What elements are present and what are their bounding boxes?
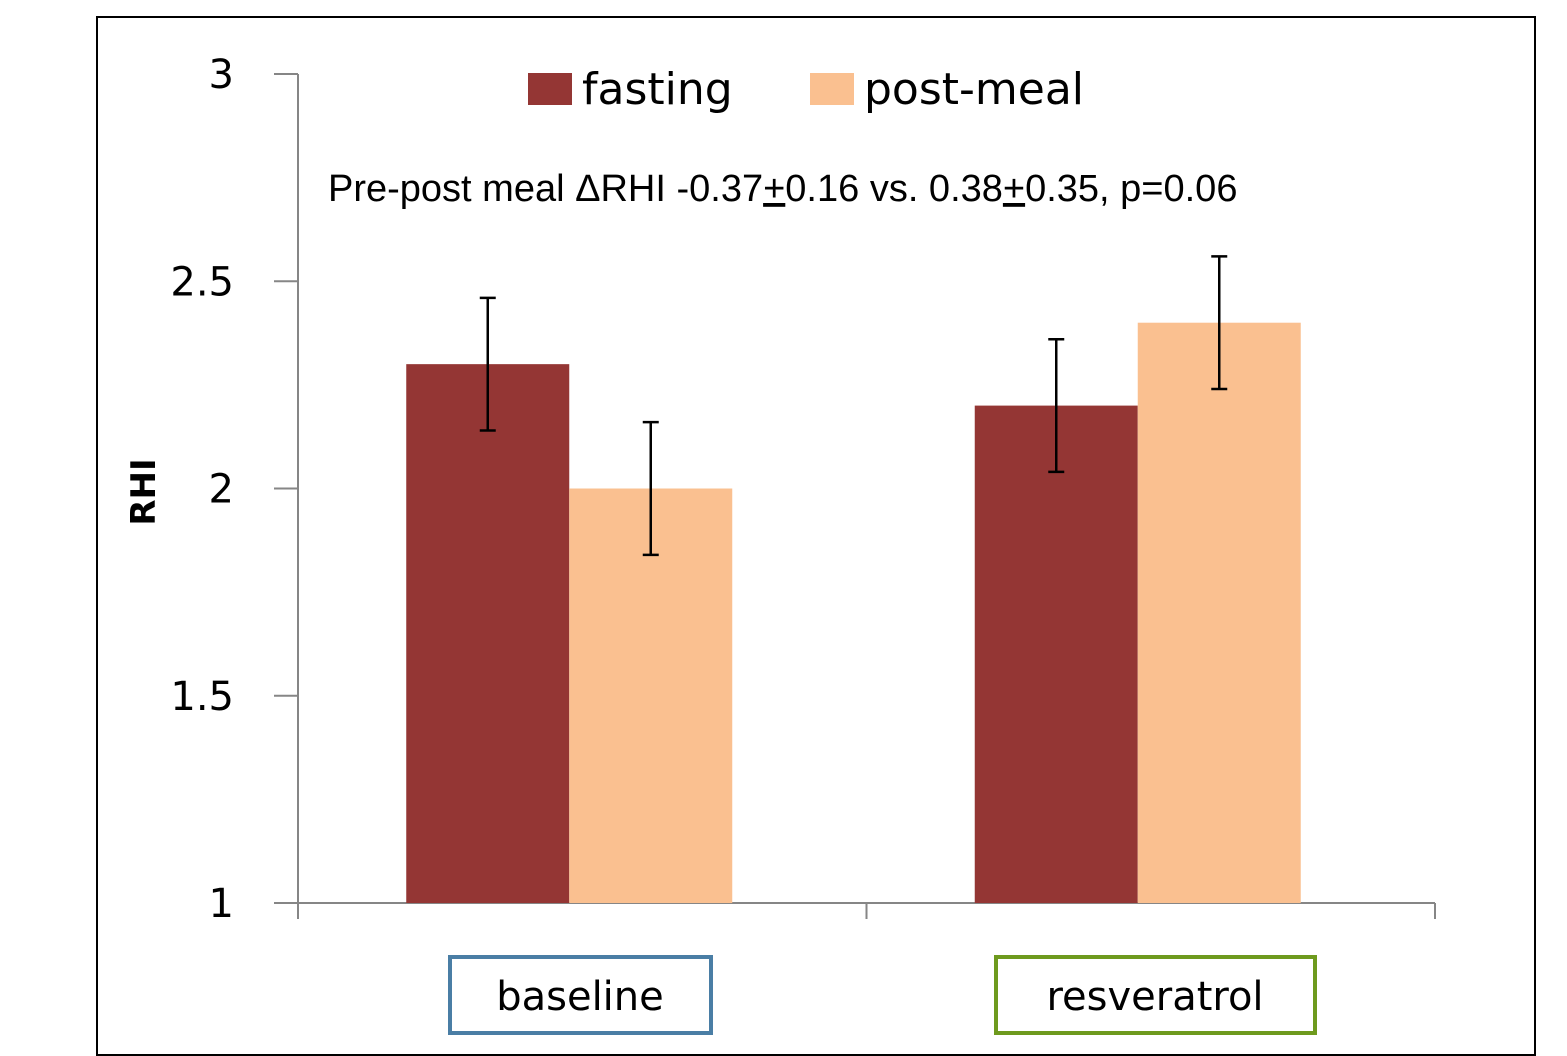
y-tick-label: 1 xyxy=(209,881,234,927)
annotation-plus-minus-1: + xyxy=(763,168,785,210)
y-tick-label: 1.5 xyxy=(170,674,234,720)
delta-rhi-annotation: Pre-post meal ΔRHI -0.37+0.16 vs. 0.38+0… xyxy=(328,168,1237,210)
legend-label-post-meal: post-meal xyxy=(864,64,1084,115)
legend-label-fasting: fasting xyxy=(582,64,733,115)
annotation-mid: 0.16 vs. 0.38 xyxy=(785,168,1003,210)
error-bars xyxy=(479,255,1228,557)
y-tick-label: 3 xyxy=(209,52,234,98)
category-label-resveratrol: resveratrol xyxy=(1046,974,1263,1020)
legend-swatch-fasting xyxy=(528,73,572,105)
bar-fasting-baseline xyxy=(406,364,570,903)
category-label-baseline: baseline xyxy=(496,974,664,1020)
bar-post-meal-resveratrol xyxy=(1137,322,1301,903)
legend: fasting post-meal xyxy=(528,64,1084,115)
y-axis-label: RHI xyxy=(124,458,164,525)
category-labels: baseline resveratrol xyxy=(448,955,1317,1035)
category-box-baseline xyxy=(448,955,713,1035)
annotation-prefix: Pre-post meal ΔRHI -0.37 xyxy=(328,168,763,210)
bar-post-meal-baseline xyxy=(569,488,733,903)
annotation-suffix: 0.35, p=0.06 xyxy=(1025,168,1237,210)
bar-fasting-resveratrol xyxy=(974,405,1138,903)
y-tick-label: 2 xyxy=(209,467,234,513)
y-tick-label: 2.5 xyxy=(170,259,234,305)
category-box-resveratrol xyxy=(994,955,1317,1035)
legend-swatch-post-meal xyxy=(810,73,854,105)
bars xyxy=(406,322,1301,903)
y-ticks: 1 1.5 2 2.5 3 xyxy=(170,52,298,927)
annotation-plus-minus-2: + xyxy=(1003,168,1025,210)
